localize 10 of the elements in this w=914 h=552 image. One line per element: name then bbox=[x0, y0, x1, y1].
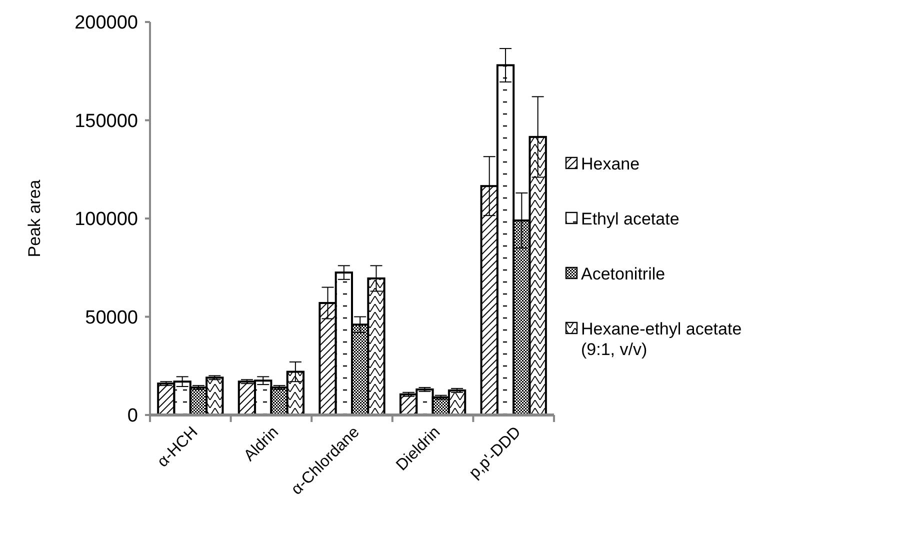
legend-label: Hexane-ethyl acetate (9:1, v/v) bbox=[581, 319, 742, 359]
y-tick-label: 200000 bbox=[74, 12, 138, 34]
y-tick-label: 50000 bbox=[85, 307, 138, 328]
y-tick-label: 150000 bbox=[74, 110, 138, 132]
y-tick-label: 100000 bbox=[74, 209, 138, 230]
legend-label: Hexane bbox=[581, 154, 640, 174]
y-tick-label: 0 bbox=[127, 406, 138, 427]
legend-label: Acetonitrile bbox=[581, 264, 666, 284]
y-axis-title: Peak area bbox=[25, 179, 44, 258]
legend-label: Ethyl acetate bbox=[581, 209, 680, 228]
